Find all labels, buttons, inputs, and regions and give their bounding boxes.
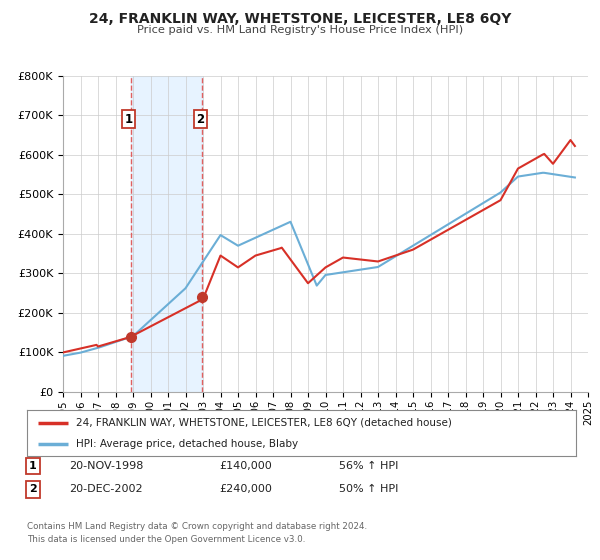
Text: 24, FRANKLIN WAY, WHETSTONE, LEICESTER, LE8 6QY (detached house): 24, FRANKLIN WAY, WHETSTONE, LEICESTER, … bbox=[76, 418, 452, 428]
Text: 20-NOV-1998: 20-NOV-1998 bbox=[69, 461, 143, 471]
Text: 20-DEC-2002: 20-DEC-2002 bbox=[69, 484, 143, 494]
Text: £140,000: £140,000 bbox=[219, 461, 272, 471]
Text: Contains HM Land Registry data © Crown copyright and database right 2024.: Contains HM Land Registry data © Crown c… bbox=[27, 522, 367, 531]
Text: 2: 2 bbox=[29, 484, 37, 494]
Text: 56% ↑ HPI: 56% ↑ HPI bbox=[339, 461, 398, 471]
Text: HPI: Average price, detached house, Blaby: HPI: Average price, detached house, Blab… bbox=[76, 439, 299, 449]
Text: 50% ↑ HPI: 50% ↑ HPI bbox=[339, 484, 398, 494]
Text: £240,000: £240,000 bbox=[219, 484, 272, 494]
Text: 24, FRANKLIN WAY, WHETSTONE, LEICESTER, LE8 6QY: 24, FRANKLIN WAY, WHETSTONE, LEICESTER, … bbox=[89, 12, 511, 26]
Text: 2: 2 bbox=[196, 113, 204, 125]
Text: This data is licensed under the Open Government Licence v3.0.: This data is licensed under the Open Gov… bbox=[27, 535, 305, 544]
Text: 1: 1 bbox=[29, 461, 37, 471]
Text: 1: 1 bbox=[125, 113, 133, 125]
Text: Price paid vs. HM Land Registry's House Price Index (HPI): Price paid vs. HM Land Registry's House … bbox=[137, 25, 463, 35]
Bar bbox=[131, 76, 202, 392]
